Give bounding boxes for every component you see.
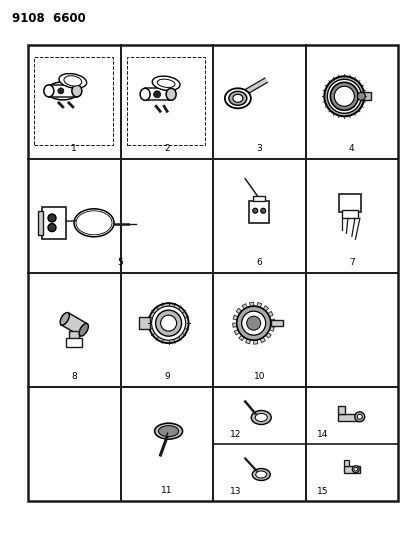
Circle shape <box>237 306 271 340</box>
Text: 8: 8 <box>72 372 77 381</box>
Text: 10: 10 <box>254 372 265 381</box>
Ellipse shape <box>155 423 182 439</box>
Circle shape <box>324 76 364 116</box>
Ellipse shape <box>251 410 271 424</box>
Polygon shape <box>233 315 238 320</box>
Circle shape <box>48 224 56 232</box>
Ellipse shape <box>47 82 79 100</box>
Bar <box>42 207 66 239</box>
Ellipse shape <box>79 324 88 336</box>
Circle shape <box>355 412 365 422</box>
Polygon shape <box>242 304 247 309</box>
Polygon shape <box>266 333 271 338</box>
Circle shape <box>354 467 358 471</box>
Polygon shape <box>254 340 258 344</box>
Ellipse shape <box>157 79 175 87</box>
Circle shape <box>247 316 261 330</box>
Text: 9: 9 <box>164 372 170 381</box>
Bar <box>253 196 265 201</box>
Text: 5: 5 <box>118 258 123 267</box>
Bar <box>339 195 361 212</box>
Bar <box>361 92 372 100</box>
Polygon shape <box>61 313 87 336</box>
Polygon shape <box>233 323 237 327</box>
Circle shape <box>154 91 161 98</box>
Circle shape <box>357 414 362 419</box>
Polygon shape <box>270 319 275 323</box>
Circle shape <box>58 88 64 94</box>
Polygon shape <box>257 303 262 308</box>
Bar <box>344 460 349 466</box>
Ellipse shape <box>59 74 87 88</box>
Text: 13: 13 <box>230 487 241 496</box>
Ellipse shape <box>159 426 179 437</box>
Text: 4: 4 <box>349 144 355 153</box>
Bar <box>139 317 150 329</box>
Circle shape <box>357 92 365 100</box>
Text: 1: 1 <box>72 144 77 153</box>
Polygon shape <box>249 302 254 306</box>
Polygon shape <box>234 330 240 335</box>
Bar <box>344 466 360 473</box>
Text: 14: 14 <box>316 430 328 439</box>
Ellipse shape <box>140 88 150 100</box>
Circle shape <box>261 208 266 213</box>
Ellipse shape <box>152 76 180 91</box>
Bar <box>38 211 43 235</box>
Circle shape <box>156 310 182 336</box>
Circle shape <box>149 303 189 343</box>
Circle shape <box>352 466 359 473</box>
Circle shape <box>242 311 266 335</box>
Ellipse shape <box>44 85 54 97</box>
Ellipse shape <box>64 76 82 86</box>
Ellipse shape <box>252 469 270 481</box>
Ellipse shape <box>256 471 267 478</box>
Bar <box>342 211 358 219</box>
Circle shape <box>330 82 358 110</box>
Ellipse shape <box>72 85 82 97</box>
Ellipse shape <box>233 94 243 102</box>
Circle shape <box>48 214 56 222</box>
Text: 9108  6600: 9108 6600 <box>12 12 86 25</box>
Ellipse shape <box>225 88 251 108</box>
Text: 6: 6 <box>256 258 262 267</box>
Text: 12: 12 <box>230 430 241 439</box>
Bar <box>338 414 358 421</box>
Bar <box>249 201 269 223</box>
Bar <box>28 45 398 501</box>
Bar <box>271 320 283 326</box>
Ellipse shape <box>166 88 176 100</box>
Polygon shape <box>268 311 273 317</box>
Polygon shape <box>246 339 250 344</box>
Bar <box>145 88 171 100</box>
Bar <box>66 338 82 348</box>
Polygon shape <box>240 78 267 96</box>
Circle shape <box>327 79 361 114</box>
Bar <box>69 332 79 340</box>
Circle shape <box>152 306 186 340</box>
Circle shape <box>335 86 354 106</box>
Bar <box>34 57 113 145</box>
Polygon shape <box>269 327 274 331</box>
Bar <box>127 57 205 145</box>
Polygon shape <box>239 335 244 341</box>
Circle shape <box>161 315 177 331</box>
Circle shape <box>253 208 258 213</box>
Ellipse shape <box>60 312 69 325</box>
Text: 11: 11 <box>161 486 173 495</box>
Text: 3: 3 <box>256 144 262 153</box>
Polygon shape <box>263 306 268 311</box>
Polygon shape <box>260 337 266 343</box>
Text: 2: 2 <box>164 144 170 153</box>
Bar <box>49 85 77 97</box>
Ellipse shape <box>255 414 267 422</box>
Text: 7: 7 <box>349 258 355 267</box>
Text: 15: 15 <box>316 487 328 496</box>
Bar <box>338 406 345 414</box>
Ellipse shape <box>229 91 247 106</box>
Polygon shape <box>236 308 242 314</box>
